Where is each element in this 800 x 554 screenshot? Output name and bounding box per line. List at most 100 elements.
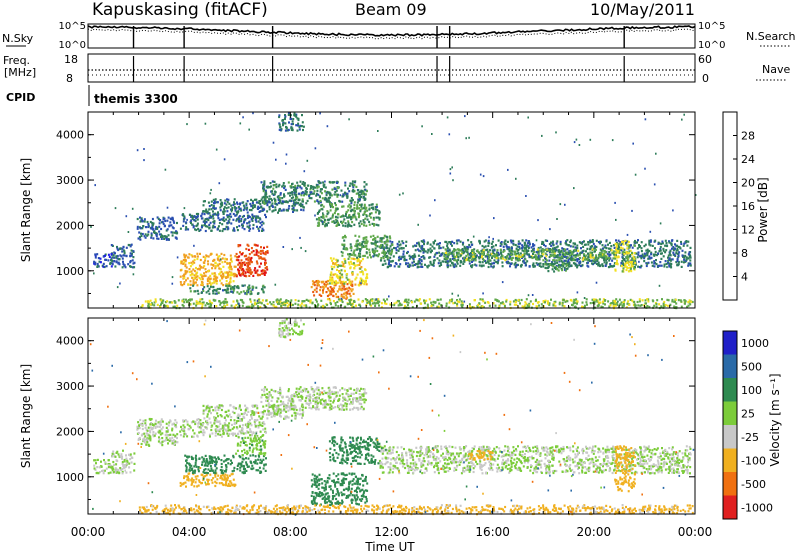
scatter-cell	[254, 218, 257, 221]
scatter-cell	[343, 292, 345, 295]
scatter-cell	[218, 218, 221, 221]
scatter-cell	[190, 221, 192, 225]
scatter-cell	[537, 252, 540, 255]
scatter-cell	[207, 263, 210, 266]
scatter-cell	[287, 209, 289, 212]
scatter-cell	[551, 268, 554, 271]
scatter-cell	[151, 217, 154, 221]
scatter-cell	[259, 221, 262, 224]
scatter-cell	[423, 257, 426, 260]
scatter-cell	[254, 271, 257, 274]
scatter-cell	[195, 304, 198, 307]
scatter-cell	[640, 250, 643, 253]
scatter-cell	[290, 303, 293, 306]
scatter-cell	[560, 259, 563, 263]
scatter-cell	[668, 257, 671, 260]
scatter-cell	[245, 305, 248, 308]
scatter-cell	[566, 239, 569, 242]
scatter-cell	[430, 249, 433, 252]
scatter-cell	[552, 259, 555, 262]
noise-cell	[452, 179, 454, 182]
scatter-cell	[350, 246, 353, 249]
scatter-cell	[472, 251, 474, 255]
scatter-cell	[168, 301, 171, 304]
scatter-cell	[339, 215, 342, 218]
noise-cell	[672, 209, 674, 212]
scatter-cell	[204, 218, 207, 221]
scatter-cell	[246, 225, 249, 228]
scatter-cell	[467, 253, 469, 256]
scatter-cell	[281, 302, 284, 305]
scatter-cell	[217, 255, 220, 258]
scatter-cell	[337, 298, 340, 301]
scatter-cell	[94, 253, 97, 256]
scatter-cell	[487, 261, 490, 264]
scatter-cell	[357, 199, 360, 202]
scatter-cell	[255, 270, 257, 273]
scatter-cell	[377, 224, 380, 227]
scatter-cell	[309, 192, 312, 195]
scatter-cell	[445, 249, 448, 252]
scatter-cell	[144, 422, 147, 425]
scatter-cell	[659, 261, 662, 264]
scatter-cell	[354, 244, 357, 248]
scatter-cell	[303, 300, 306, 303]
scatter-cell	[334, 204, 337, 207]
scatter-cell	[136, 227, 139, 230]
scatter-cell	[512, 239, 515, 243]
scatter-cell	[283, 193, 285, 196]
scatter-cell	[207, 276, 210, 279]
scatter-cell	[297, 122, 300, 125]
scatter-cell	[228, 218, 231, 221]
scatter-cell	[501, 254, 504, 258]
scatter-cell	[549, 263, 551, 266]
noise-cell	[626, 233, 629, 236]
scatter-cell	[247, 271, 250, 274]
scatter-cell	[333, 212, 336, 215]
scatter-cell	[671, 247, 673, 250]
scatter-cell	[356, 264, 359, 267]
scatter-cell	[117, 248, 120, 252]
scatter-cell	[666, 298, 669, 301]
scatter-cell	[260, 262, 262, 265]
noise-cell	[644, 118, 647, 121]
scatter-cell	[355, 304, 357, 307]
scatter-cell	[438, 264, 441, 268]
scatter-cell	[446, 262, 449, 265]
scatter-cell	[348, 278, 351, 281]
scatter-cell	[406, 265, 409, 268]
scatter-cell	[165, 426, 168, 429]
scatter-cell	[362, 207, 365, 210]
scatter-cell	[207, 212, 210, 215]
scatter-cell	[342, 193, 345, 196]
scatter-cell	[300, 125, 303, 128]
scatter-cell	[245, 262, 248, 265]
scatter-cell	[282, 208, 285, 211]
scatter-cell	[264, 261, 267, 265]
scatter-cell	[249, 257, 252, 260]
scatter-cell	[487, 239, 490, 242]
noise-cell	[388, 295, 390, 298]
scatter-cell	[485, 249, 488, 252]
scatter-cell	[164, 434, 167, 437]
noise-cell	[238, 302, 240, 305]
scatter-cell	[297, 124, 299, 127]
scatter-cell	[621, 270, 624, 273]
scatter-cell	[294, 186, 297, 189]
scatter-cell	[146, 438, 149, 441]
scatter-cell	[300, 194, 303, 197]
scatter-cell	[281, 185, 284, 188]
scatter-cell	[250, 256, 253, 260]
scatter-cell	[494, 255, 497, 258]
scatter-cell	[219, 209, 222, 212]
scatter-cell	[288, 121, 290, 124]
scatter-cell	[228, 273, 231, 276]
noise-cell	[541, 134, 543, 137]
scatter-cell	[412, 264, 415, 267]
scatter-cell	[185, 227, 188, 230]
scatter-cell	[192, 226, 195, 229]
scatter-cell	[196, 275, 199, 278]
scatter-cell	[153, 304, 156, 307]
scatter-cell	[337, 264, 340, 267]
scatter-cell	[574, 246, 577, 249]
